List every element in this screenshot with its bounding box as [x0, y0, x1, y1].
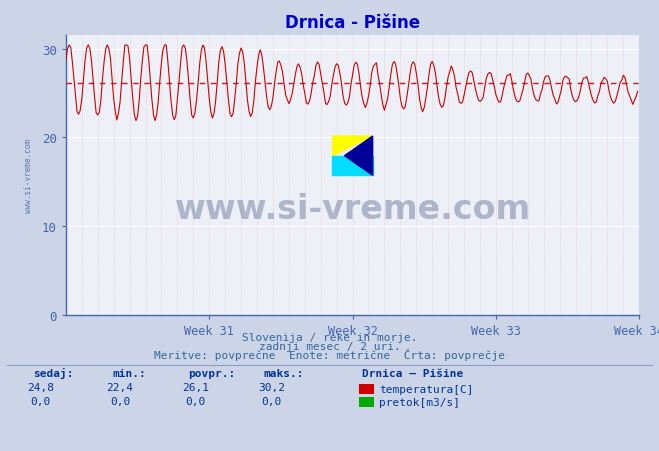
Text: maks.:: maks.:	[264, 368, 304, 378]
Text: 0,0: 0,0	[186, 396, 206, 405]
Text: www.si-vreme.com: www.si-vreme.com	[175, 193, 530, 226]
Text: 0,0: 0,0	[110, 396, 130, 405]
Text: 0,0: 0,0	[262, 396, 281, 405]
Text: 24,8: 24,8	[28, 382, 54, 392]
Text: Drnica – Pišine: Drnica – Pišine	[362, 368, 464, 378]
Polygon shape	[333, 137, 372, 156]
Polygon shape	[345, 137, 372, 176]
Text: Meritve: povprečne  Enote: metrične  Črta: povprečje: Meritve: povprečne Enote: metrične Črta:…	[154, 349, 505, 360]
Text: zadnji mesec / 2 uri.: zadnji mesec / 2 uri.	[258, 341, 401, 351]
Text: temperatura[C]: temperatura[C]	[379, 384, 473, 394]
Text: sedaj:: sedaj:	[33, 368, 73, 378]
Text: povpr.:: povpr.:	[188, 368, 235, 378]
Text: 26,1: 26,1	[183, 382, 209, 392]
Polygon shape	[333, 156, 372, 176]
Text: 22,4: 22,4	[107, 382, 133, 392]
Text: www.si-vreme.com: www.si-vreme.com	[24, 139, 33, 213]
Text: pretok[m3/s]: pretok[m3/s]	[379, 397, 460, 407]
Title: Drnica - Pišine: Drnica - Pišine	[285, 14, 420, 32]
Text: 0,0: 0,0	[31, 396, 51, 405]
Text: min.:: min.:	[112, 368, 146, 378]
Text: Slovenija / reke in morje.: Slovenija / reke in morje.	[242, 332, 417, 342]
Text: 30,2: 30,2	[258, 382, 285, 392]
